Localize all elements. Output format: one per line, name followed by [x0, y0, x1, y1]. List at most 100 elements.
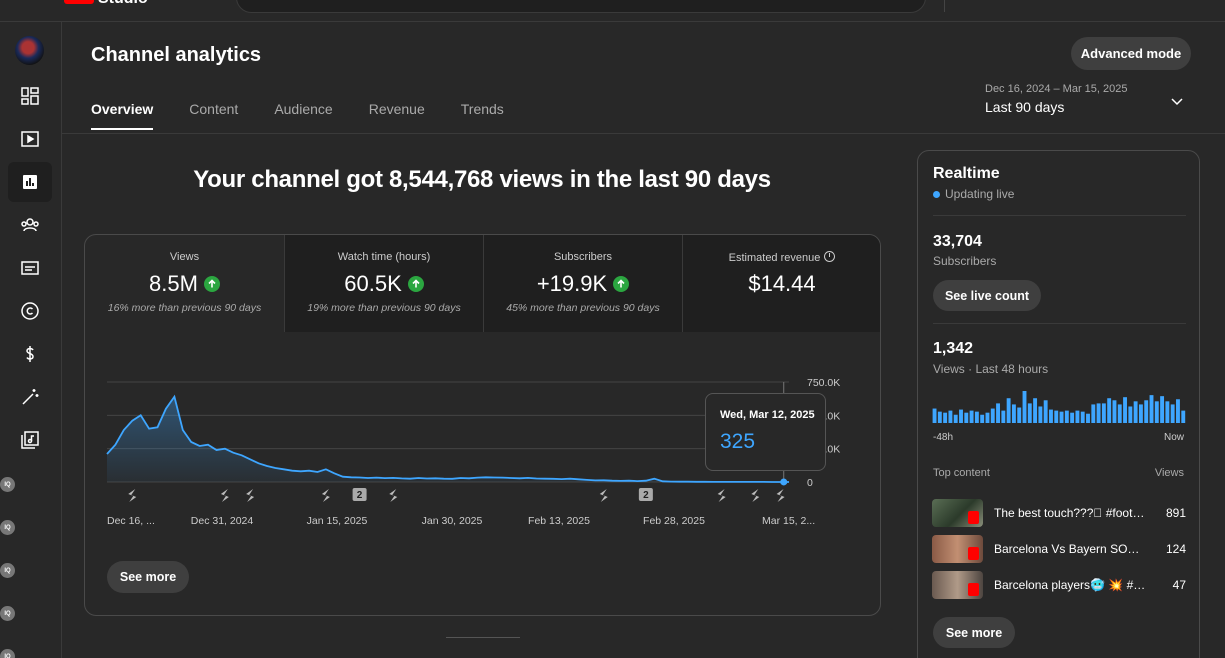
studio-logo-text[interactable]: Studio [98, 0, 148, 8]
tab-overview[interactable]: Overview [91, 101, 154, 130]
see-live-count-button[interactable]: See live count [933, 280, 1041, 311]
realtime-bar[interactable] [959, 409, 963, 423]
realtime-bar[interactable] [1027, 403, 1032, 423]
realtime-bar[interactable] [953, 414, 958, 423]
realtime-bar[interactable] [1154, 401, 1159, 423]
realtime-bar[interactable] [1138, 404, 1143, 423]
realtime-bar[interactable] [1006, 398, 1011, 423]
realtime-bar[interactable] [1091, 404, 1096, 423]
channel-dot-5[interactable]: IQ [0, 649, 15, 658]
shorts-marker-icon[interactable] [751, 489, 760, 502]
realtime-bar[interactable] [1049, 409, 1053, 423]
customization-icon[interactable] [8, 377, 52, 417]
audio-library-icon[interactable] [8, 420, 52, 460]
metric-views[interactable]: Views 8.5M 16% more than previous 90 day… [85, 235, 284, 332]
realtime-bar[interactable] [1096, 403, 1101, 423]
realtime-bar[interactable] [1059, 411, 1064, 423]
community-icon[interactable] [8, 205, 52, 245]
realtime-bar[interactable] [1017, 407, 1022, 423]
earn-icon[interactable] [8, 334, 52, 374]
realtime-bar[interactable] [1022, 391, 1027, 423]
realtime-bar[interactable] [1117, 404, 1122, 423]
shorts-marker-icon[interactable] [321, 489, 330, 502]
metric-value-text: $14.44 [748, 271, 816, 296]
realtime-bar[interactable] [1133, 401, 1138, 423]
realtime-bar[interactable] [1064, 410, 1069, 423]
date-range-text[interactable]: Dec 16, 2024 – Mar 15, 2025 [985, 83, 1128, 95]
realtime-bar[interactable] [932, 408, 937, 423]
dashboard-icon[interactable] [8, 76, 52, 116]
realtime-bar[interactable] [1101, 403, 1106, 423]
realtime-bar[interactable] [1043, 400, 1048, 423]
realtime-bar[interactable] [1128, 406, 1133, 423]
marker-count-badge[interactable]: 2 [638, 488, 653, 501]
realtime-bar[interactable] [1038, 406, 1043, 423]
youtube-logo-icon[interactable] [64, 0, 94, 4]
metric-subscribers[interactable]: Subscribers +19.9K 45% more than previou… [483, 235, 682, 332]
shorts-marker-icon[interactable] [776, 489, 785, 502]
realtime-bar[interactable] [996, 403, 1000, 423]
content-icon[interactable] [8, 119, 52, 159]
realtime-bar[interactable] [1075, 410, 1080, 423]
marker-count-badge[interactable]: 2 [352, 488, 367, 501]
realtime-bar[interactable] [1160, 396, 1165, 423]
channel-dot-1[interactable]: IQ [0, 477, 15, 492]
realtime-bar[interactable] [1086, 413, 1090, 423]
realtime-bar[interactable] [1033, 398, 1038, 423]
realtime-bar[interactable] [1112, 400, 1117, 423]
shorts-marker-icon[interactable] [389, 489, 398, 502]
channel-dot-4[interactable]: IQ [0, 606, 15, 621]
realtime-bar[interactable] [990, 408, 995, 423]
shorts-marker-icon[interactable] [220, 489, 229, 502]
realtime-bar[interactable] [1170, 404, 1175, 423]
realtime-bar[interactable] [1165, 401, 1170, 423]
realtime-bar[interactable] [1070, 412, 1075, 423]
realtime-bar[interactable] [1149, 395, 1154, 423]
tab-content[interactable]: Content [189, 101, 239, 117]
advanced-mode-button[interactable]: Advanced mode [1071, 37, 1191, 70]
realtime-bar[interactable] [1054, 410, 1059, 423]
list-item[interactable]: The best touch???􀀀 #footb... 891 [932, 499, 1186, 527]
channel-dot-3[interactable]: IQ [0, 563, 15, 578]
metric-revenue[interactable]: Estimated revenue $14.44 [682, 235, 880, 332]
realtime-bar[interactable] [964, 412, 969, 423]
metric-watch-time[interactable]: Watch time (hours) 60.5K 19% more than p… [284, 235, 483, 332]
realtime-bar[interactable] [1176, 399, 1180, 423]
list-item[interactable]: Barcelona players🥶 💥 #fo... 47 [932, 571, 1186, 599]
tab-trends[interactable]: Trends [460, 101, 504, 117]
realtime-bar[interactable] [980, 414, 985, 423]
shorts-marker-icon[interactable] [246, 489, 255, 502]
channel-avatar[interactable] [15, 36, 44, 65]
copyright-icon[interactable] [8, 291, 52, 331]
realtime-bar[interactable] [1011, 404, 1016, 423]
see-more-button[interactable]: See more [933, 617, 1015, 648]
shorts-marker-icon[interactable] [717, 489, 726, 502]
analytics-icon[interactable] [8, 162, 52, 202]
realtime-bar[interactable] [985, 412, 990, 423]
realtime-bar[interactable] [1080, 411, 1085, 423]
realtime-bar[interactable] [948, 410, 953, 423]
realtime-bar[interactable] [1107, 398, 1112, 423]
tab-audience[interactable]: Audience [274, 101, 333, 117]
subtitles-icon[interactable] [8, 248, 52, 288]
search-bar[interactable] [236, 0, 926, 13]
shorts-marker-icon[interactable] [128, 489, 137, 502]
realtime-bar[interactable] [974, 411, 979, 423]
realtime-bar[interactable] [1001, 410, 1006, 423]
realtime-bar[interactable] [937, 411, 942, 423]
list-item[interactable]: Barcelona Vs Bayern SOON... 124 [932, 535, 1186, 563]
metric-value: $14.44 [683, 271, 880, 297]
channel-dot-2[interactable]: IQ [0, 520, 15, 535]
realtime-bar[interactable] [969, 410, 974, 423]
see-more-button[interactable]: See more [107, 561, 189, 593]
realtime-bar[interactable] [1181, 410, 1186, 423]
realtime-bar[interactable] [1123, 397, 1127, 423]
tab-revenue[interactable]: Revenue [368, 101, 425, 117]
realtime-bar-chart[interactable] [932, 389, 1186, 423]
date-range-label[interactable]: Last 90 days [985, 99, 1065, 115]
realtime-bar[interactable] [943, 412, 948, 423]
realtime-bar[interactable] [1144, 400, 1149, 423]
shorts-marker-icon[interactable] [599, 489, 608, 502]
hover-point[interactable] [780, 478, 788, 486]
chevron-down-icon[interactable] [1170, 95, 1184, 109]
